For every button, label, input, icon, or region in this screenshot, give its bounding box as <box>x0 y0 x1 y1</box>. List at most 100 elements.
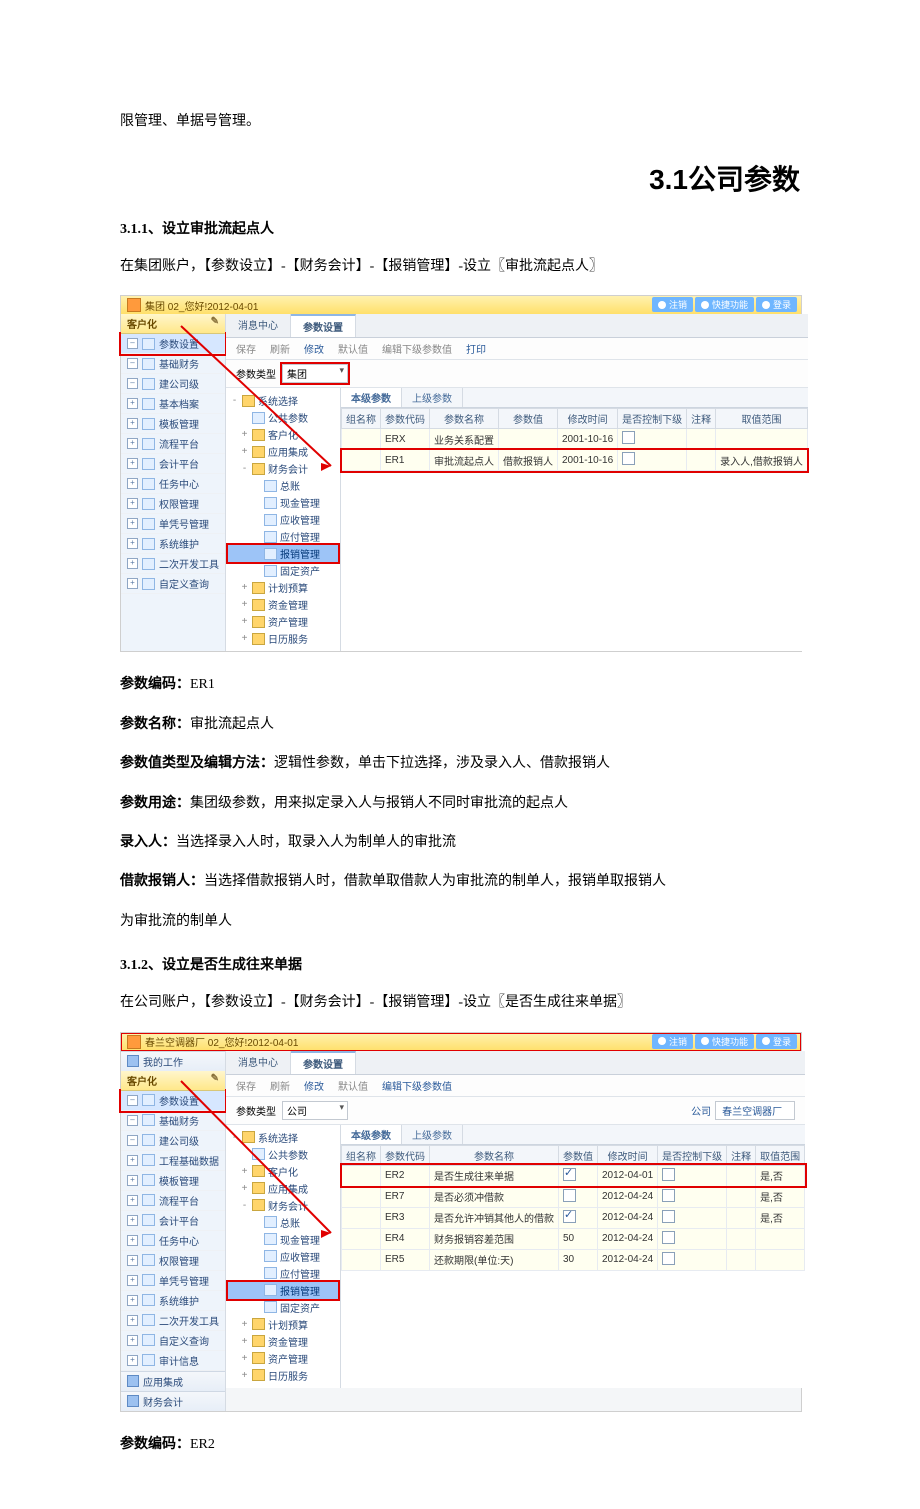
sidebar-section[interactable]: 我的工作 <box>121 1051 225 1071</box>
sidebar-section[interactable]: 财务会计 <box>121 1391 225 1411</box>
sidebar-item[interactable]: +会计平台 <box>121 454 225 474</box>
tree-node[interactable]: 总账 <box>228 477 338 494</box>
sidebar-item[interactable]: +权限管理 <box>121 494 225 514</box>
tree-node[interactable]: 现金管理 <box>228 494 338 511</box>
pin-icon[interactable]: ✎ <box>211 316 219 327</box>
grid-row[interactable]: ER3是否允许冲销其他人的借款2012-04-24是,否 <box>342 1207 805 1228</box>
checkbox-icon[interactable] <box>563 1189 576 1202</box>
titlebar-button[interactable]: 注销 <box>652 1034 693 1049</box>
inner-tab[interactable]: 上级参数 <box>402 388 463 407</box>
sidebar-item[interactable]: +模板管理 <box>121 414 225 434</box>
sidebar-item[interactable]: +自定义查询 <box>121 1331 225 1351</box>
sidebar-item[interactable]: +任务中心 <box>121 474 225 494</box>
tree-node[interactable]: +计划预算 <box>228 1316 338 1333</box>
sidebar-item[interactable]: +二次开发工具 <box>121 554 225 574</box>
titlebar-button[interactable]: 快捷功能 <box>695 1034 754 1049</box>
tree-node[interactable]: +资金管理 <box>228 596 338 613</box>
tree-node[interactable]: 固定资产 <box>228 1299 338 1316</box>
tree-node[interactable]: 报销管理 <box>228 1282 338 1299</box>
grid-row[interactable]: ER4财务报销容差范围502012-04-24 <box>342 1228 805 1249</box>
expand-icon[interactable]: - <box>230 395 239 406</box>
expand-icon[interactable]: + <box>240 429 249 440</box>
tree-node[interactable]: 固定资产 <box>228 562 338 579</box>
inner-tab[interactable]: 本级参数 <box>341 1125 402 1144</box>
expand-icon[interactable]: - <box>240 463 249 474</box>
expand-icon[interactable]: + <box>240 1166 249 1177</box>
sidebar-item[interactable]: +流程平台 <box>121 1191 225 1211</box>
tree-node[interactable]: +应用集成 <box>228 443 338 460</box>
tree-node[interactable]: 应付管理 <box>228 1265 338 1282</box>
grid-header[interactable]: 参数代码 <box>381 1145 430 1165</box>
expand-icon[interactable]: + <box>240 599 249 610</box>
sidebar-item[interactable]: +基本档案 <box>121 394 225 414</box>
tab[interactable]: 消息中心 <box>226 1051 291 1074</box>
grid-header[interactable]: 取值范围 <box>756 1145 805 1165</box>
expand-icon[interactable]: - <box>240 1200 249 1211</box>
tree-node[interactable]: +资产管理 <box>228 613 338 630</box>
tab[interactable]: 参数设置 <box>291 1051 356 1074</box>
sidebar-item[interactable]: +流程平台 <box>121 434 225 454</box>
checkbox-icon[interactable] <box>622 452 635 465</box>
grid-header[interactable]: 是否控制下级 <box>618 409 687 429</box>
expand-icon[interactable]: + <box>240 582 249 593</box>
grid-header[interactable]: 参数值 <box>559 1145 598 1165</box>
tree-node[interactable]: +应用集成 <box>228 1180 338 1197</box>
company-value[interactable]: 春兰空调器厂 <box>715 1101 795 1120</box>
grid-header[interactable]: 参数名称 <box>430 1145 559 1165</box>
titlebar-button[interactable]: 注销 <box>652 297 693 312</box>
tree-node[interactable]: -系统选择 <box>228 1129 338 1146</box>
tree-node[interactable]: +资金管理 <box>228 1333 338 1350</box>
titlebar-button[interactable]: 登录 <box>756 297 797 312</box>
grid-row[interactable]: ERX业务关系配置2001-10-16 <box>342 429 808 450</box>
toolbar-action[interactable]: 修改 <box>304 341 324 356</box>
tree-node[interactable]: +计划预算 <box>228 579 338 596</box>
tree-node[interactable]: +资产管理 <box>228 1350 338 1367</box>
grid-header[interactable]: 修改时间 <box>598 1145 658 1165</box>
grid-header[interactable]: 组名称 <box>342 409 381 429</box>
grid-row[interactable]: ER1审批流起点人借款报销人2001-10-16录入人,借款报销人 <box>342 450 808 471</box>
tree-node[interactable]: +客户化 <box>228 1163 338 1180</box>
expand-icon[interactable]: + <box>240 616 249 627</box>
sidebar-item[interactable]: +系统维护 <box>121 1291 225 1311</box>
expand-icon[interactable]: + <box>240 1336 249 1347</box>
toolbar-action[interactable]: 打印 <box>466 341 486 356</box>
tree-node[interactable]: -财务会计 <box>228 460 338 477</box>
tree-node[interactable]: 应收管理 <box>228 1248 338 1265</box>
expand-icon[interactable]: + <box>240 1319 249 1330</box>
tree-node[interactable]: 总账 <box>228 1214 338 1231</box>
expand-icon[interactable]: + <box>240 1183 249 1194</box>
grid-header[interactable]: 是否控制下级 <box>658 1145 727 1165</box>
sidebar-item[interactable]: +系统维护 <box>121 534 225 554</box>
grid-header[interactable]: 注释 <box>727 1145 756 1165</box>
sidebar-section[interactable]: 应用集成 <box>121 1371 225 1391</box>
checkbox-checked-icon[interactable] <box>563 1168 576 1181</box>
sidebar-item[interactable]: +自定义查询 <box>121 574 225 594</box>
sidebar-item[interactable]: +工程基础数据 <box>121 1151 225 1171</box>
tree-node[interactable]: 公共参数 <box>228 409 338 426</box>
grid-header[interactable]: 参数值 <box>499 409 558 429</box>
sidebar-item[interactable]: +权限管理 <box>121 1251 225 1271</box>
toolbar-action[interactable]: 修改 <box>304 1078 324 1093</box>
grid-header[interactable]: 参数名称 <box>430 409 499 429</box>
grid-row[interactable]: ER7是否必须冲借款2012-04-24是,否 <box>342 1186 805 1207</box>
inner-tab[interactable]: 上级参数 <box>402 1125 463 1144</box>
toolbar-action[interactable]: 编辑下级参数值 <box>382 1078 452 1093</box>
tree-node[interactable]: -系统选择 <box>228 392 338 409</box>
sidebar-item[interactable]: +审计信息 <box>121 1351 225 1371</box>
checkbox-icon[interactable] <box>662 1168 675 1181</box>
pin-icon[interactable]: ✎ <box>211 1073 219 1084</box>
checkbox-icon[interactable] <box>662 1252 675 1265</box>
grid-header[interactable]: 取值范围 <box>716 409 808 429</box>
inner-tab[interactable]: 本级参数 <box>341 388 402 407</box>
titlebar-button[interactable]: 登录 <box>756 1034 797 1049</box>
tab[interactable]: 参数设置 <box>291 314 356 337</box>
grid-header[interactable]: 修改时间 <box>558 409 618 429</box>
grid-header[interactable]: 注释 <box>687 409 716 429</box>
checkbox-checked-icon[interactable] <box>563 1210 576 1223</box>
grid-header[interactable]: 组名称 <box>342 1145 381 1165</box>
sidebar-item[interactable]: +任务中心 <box>121 1231 225 1251</box>
param-type-select[interactable]: 集团 <box>282 364 348 383</box>
sidebar-item[interactable]: –基础财务 <box>121 354 225 374</box>
checkbox-icon[interactable] <box>662 1210 675 1223</box>
tab[interactable]: 消息中心 <box>226 314 291 337</box>
